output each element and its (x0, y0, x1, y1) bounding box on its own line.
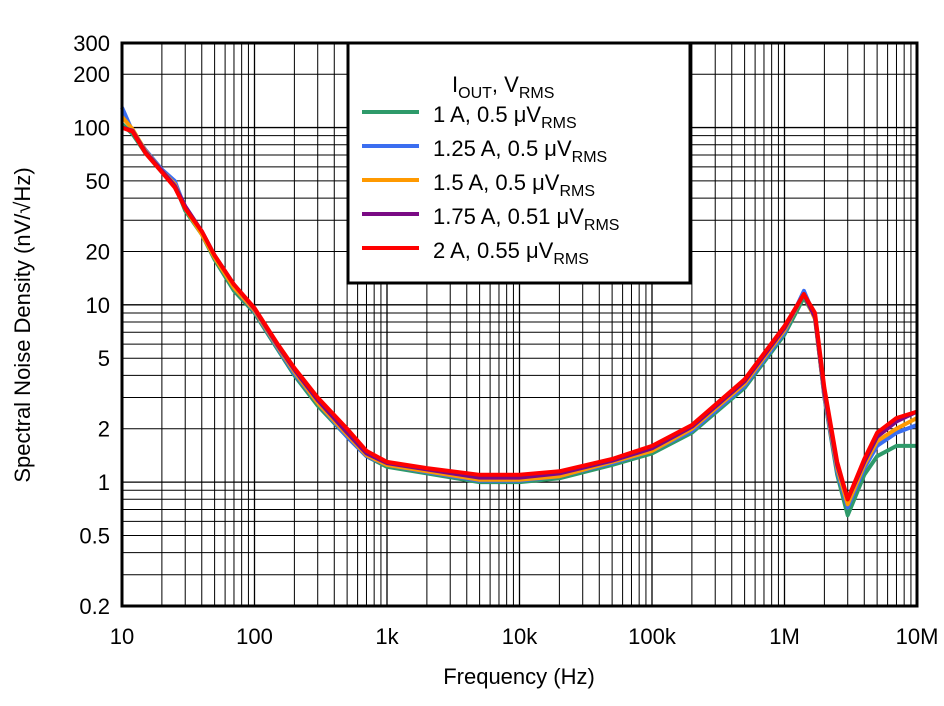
y-tick-label: 20 (86, 239, 110, 264)
y-tick-label: 2 (98, 417, 110, 442)
legend-label: 1.75 A, 0.51 μVRMS (433, 204, 619, 234)
legend-label: 1 A, 0.5 μVRMS (433, 102, 577, 132)
x-tick-label: 10 (110, 624, 134, 649)
x-tick-label: 10k (502, 624, 538, 649)
y-tick-label: 50 (86, 169, 110, 194)
y-tick-label: 0.5 (79, 523, 110, 548)
x-tick-label: 100 (236, 624, 273, 649)
y-tick-label: 1 (98, 470, 110, 495)
legend: IOUT, VRMS 1 A, 0.5 μVRMS 1.25 A, 0.5 μVR… (346, 41, 692, 285)
x-tick-labels: 10 100 1k 10k 100k 1M 10M (110, 624, 939, 649)
legend-label: 1.25 A, 0.5 μVRMS (433, 136, 607, 166)
x-axis-label: Frequency (Hz) (443, 664, 595, 689)
y-tick-label: 10 (86, 293, 110, 318)
x-tick-label: 1M (769, 624, 800, 649)
legend-label: 2 A, 0.55 μVRMS (433, 238, 589, 268)
y-tick-labels: 0.2 0.5 1 2 5 10 20 50 100 200 300 (73, 31, 110, 619)
y-tick-label: 5 (98, 346, 110, 371)
y-tick-label: 100 (73, 116, 110, 141)
y-tick-label: 0.2 (79, 594, 110, 619)
y-tick-label: 300 (73, 31, 110, 56)
x-tick-label: 10M (896, 624, 939, 649)
y-tick-label: 200 (73, 62, 110, 87)
x-tick-label: 100k (628, 624, 677, 649)
legend-box (346, 41, 692, 285)
legend-title: IOUT, VRMS (452, 72, 554, 102)
series-lines (120, 106, 918, 518)
x-tick-label: 1k (375, 624, 399, 649)
series-line-5 (121, 125, 918, 502)
legend-label: 1.5 A, 0.5 μVRMS (433, 170, 595, 200)
y-axis-label: Spectral Noise Density (nV/√Hz) (10, 167, 35, 482)
